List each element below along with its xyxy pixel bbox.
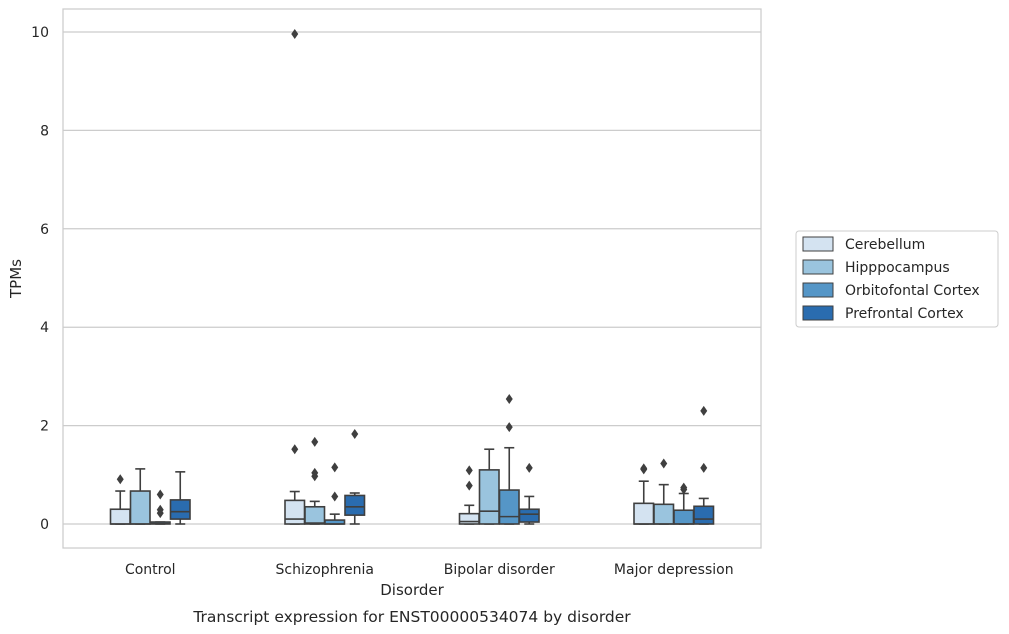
legend-label: Cerebellum	[845, 237, 925, 253]
y-tick-label: 4	[40, 320, 49, 336]
y-tick-label: 0	[40, 517, 49, 533]
outlier-point	[291, 444, 299, 455]
outlier-point	[640, 463, 648, 474]
outlier-point	[660, 458, 668, 469]
box-hipppocampus	[478, 448, 500, 525]
y-tick-labels: 0 2 4 6 8 10	[31, 25, 49, 533]
box-body	[673, 509, 695, 525]
outlier-point	[331, 462, 339, 473]
y-tick-label: 8	[40, 123, 49, 139]
outlier-point	[505, 422, 513, 433]
outlier-point	[156, 489, 164, 500]
box-hipppocampus	[653, 458, 675, 525]
box-body	[169, 499, 191, 520]
box-orbitofontal-cortex	[149, 489, 171, 525]
plot-area	[62, 8, 762, 549]
box-prefrontal-cortex	[344, 428, 366, 525]
box-prefrontal-cortex	[518, 462, 540, 525]
box-prefrontal-cortex	[693, 405, 715, 525]
y-axis-label: TPMs	[7, 259, 25, 299]
box-hipppocampus	[129, 468, 151, 525]
x-tick-label: Bipolar disorder	[444, 562, 555, 578]
outlier-point	[505, 394, 513, 405]
legend-swatch	[802, 236, 834, 252]
box-body	[478, 469, 500, 525]
box-body	[129, 490, 151, 525]
chart-caption: Transcript expression for ENST0000053407…	[192, 608, 631, 626]
x-axis-label: Disorder	[380, 581, 444, 599]
box-body	[344, 494, 366, 516]
outlier-point	[525, 462, 533, 473]
box-body	[109, 508, 131, 525]
outlier-point	[311, 467, 319, 478]
legend-label: Prefrontal Cortex	[845, 306, 964, 322]
x-tick-labels: Control Schizophrenia Bipolar disorder Majo…	[125, 562, 734, 578]
outlier-point	[311, 436, 319, 447]
legend-swatch	[802, 305, 834, 321]
box-orbitofontal-cortex	[324, 462, 346, 525]
y-tick-label: 2	[40, 419, 49, 435]
box-body	[693, 505, 715, 525]
box-prefrontal-cortex	[169, 471, 191, 525]
legend-swatch	[802, 259, 834, 275]
box-hipppocampus	[304, 436, 326, 525]
box-body	[518, 508, 540, 523]
outlier-point	[465, 465, 473, 476]
outlier-point	[116, 474, 124, 485]
box-body	[633, 502, 655, 525]
legend-label: Hipppocampus	[845, 260, 950, 276]
box-body	[458, 512, 480, 525]
outlier-point	[465, 480, 473, 491]
legend-label: Orbitofontal Cortex	[845, 283, 980, 299]
box-series	[109, 28, 715, 525]
outlier-point	[351, 428, 359, 439]
box-body	[284, 499, 306, 525]
box-orbitofontal-cortex	[498, 394, 520, 525]
legend-frame	[795, 230, 999, 328]
box-body	[498, 489, 520, 525]
outlier-point	[680, 482, 688, 493]
x-tick-label: Major depression	[614, 562, 734, 578]
outlier-point	[331, 491, 339, 502]
y-tick-label: 10	[31, 25, 49, 41]
y-tick-label: 6	[40, 222, 49, 238]
legend-swatch	[802, 282, 834, 298]
box-cerebellum	[284, 28, 306, 525]
x-tick-label: Schizophrenia	[276, 562, 374, 578]
box-body	[653, 503, 675, 525]
x-tick-label: Control	[125, 562, 176, 578]
outlier-point	[156, 504, 164, 515]
legend: Cerebellum Hipppocampus Orbitofontal Corte…	[795, 230, 999, 328]
outlier-point	[291, 28, 299, 39]
box-body	[304, 505, 326, 525]
outlier-point	[700, 405, 708, 416]
outlier-point	[700, 462, 708, 473]
